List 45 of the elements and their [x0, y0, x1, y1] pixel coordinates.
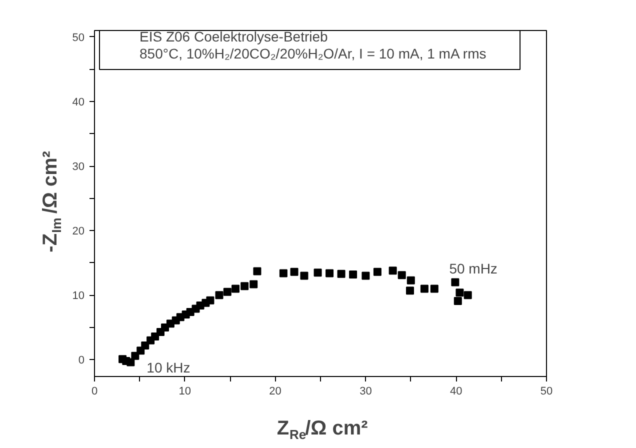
point [454, 296, 462, 305]
x-tick-label: 0 [91, 386, 98, 398]
point [326, 269, 334, 278]
point [406, 286, 414, 295]
y-axis-title: -ZIm/Ω cm² [40, 150, 64, 252]
point [373, 268, 382, 276]
x-tick-label: 20 [269, 386, 282, 398]
point [430, 284, 438, 293]
y-tick-label: 20 [72, 226, 85, 238]
x-tick-label: 40 [450, 386, 462, 398]
point [362, 272, 370, 280]
y-tick-label: 40 [72, 96, 85, 109]
x-tick-label: 50 [540, 386, 553, 398]
annotation: 50 mHz [449, 260, 498, 276]
point [349, 270, 358, 279]
point [253, 267, 262, 276]
x-tick-label: 30 [360, 386, 372, 398]
point [314, 268, 322, 277]
y-tick-label: 30 [72, 161, 85, 174]
point [223, 288, 232, 296]
point [240, 282, 249, 290]
y-tick-label: 0 [78, 354, 85, 367]
point [337, 270, 346, 278]
point [406, 276, 415, 284]
point [131, 352, 140, 360]
point [464, 291, 472, 300]
point [215, 291, 224, 300]
point [206, 296, 214, 304]
x-tick-label: 10 [178, 386, 192, 398]
point [451, 278, 460, 286]
point [232, 284, 240, 293]
point [456, 288, 464, 297]
point [250, 280, 258, 288]
y-tick-label: 10 [72, 290, 85, 302]
text: 850°C, 10%H₂/20CO₂/20%H₂O/Ar, I = 10 mA, 1 mA rms [140, 46, 486, 62]
chart-title: EIS Z06 Coelektrolyse-Betrieb [140, 28, 328, 44]
point [388, 266, 397, 275]
point [290, 268, 298, 276]
point [300, 272, 308, 280]
point [420, 284, 428, 293]
y-tick-label: 50 [72, 32, 85, 44]
point [398, 271, 406, 280]
point [279, 269, 288, 278]
annotation: 10 kHz [146, 359, 190, 376]
point [126, 358, 135, 366]
